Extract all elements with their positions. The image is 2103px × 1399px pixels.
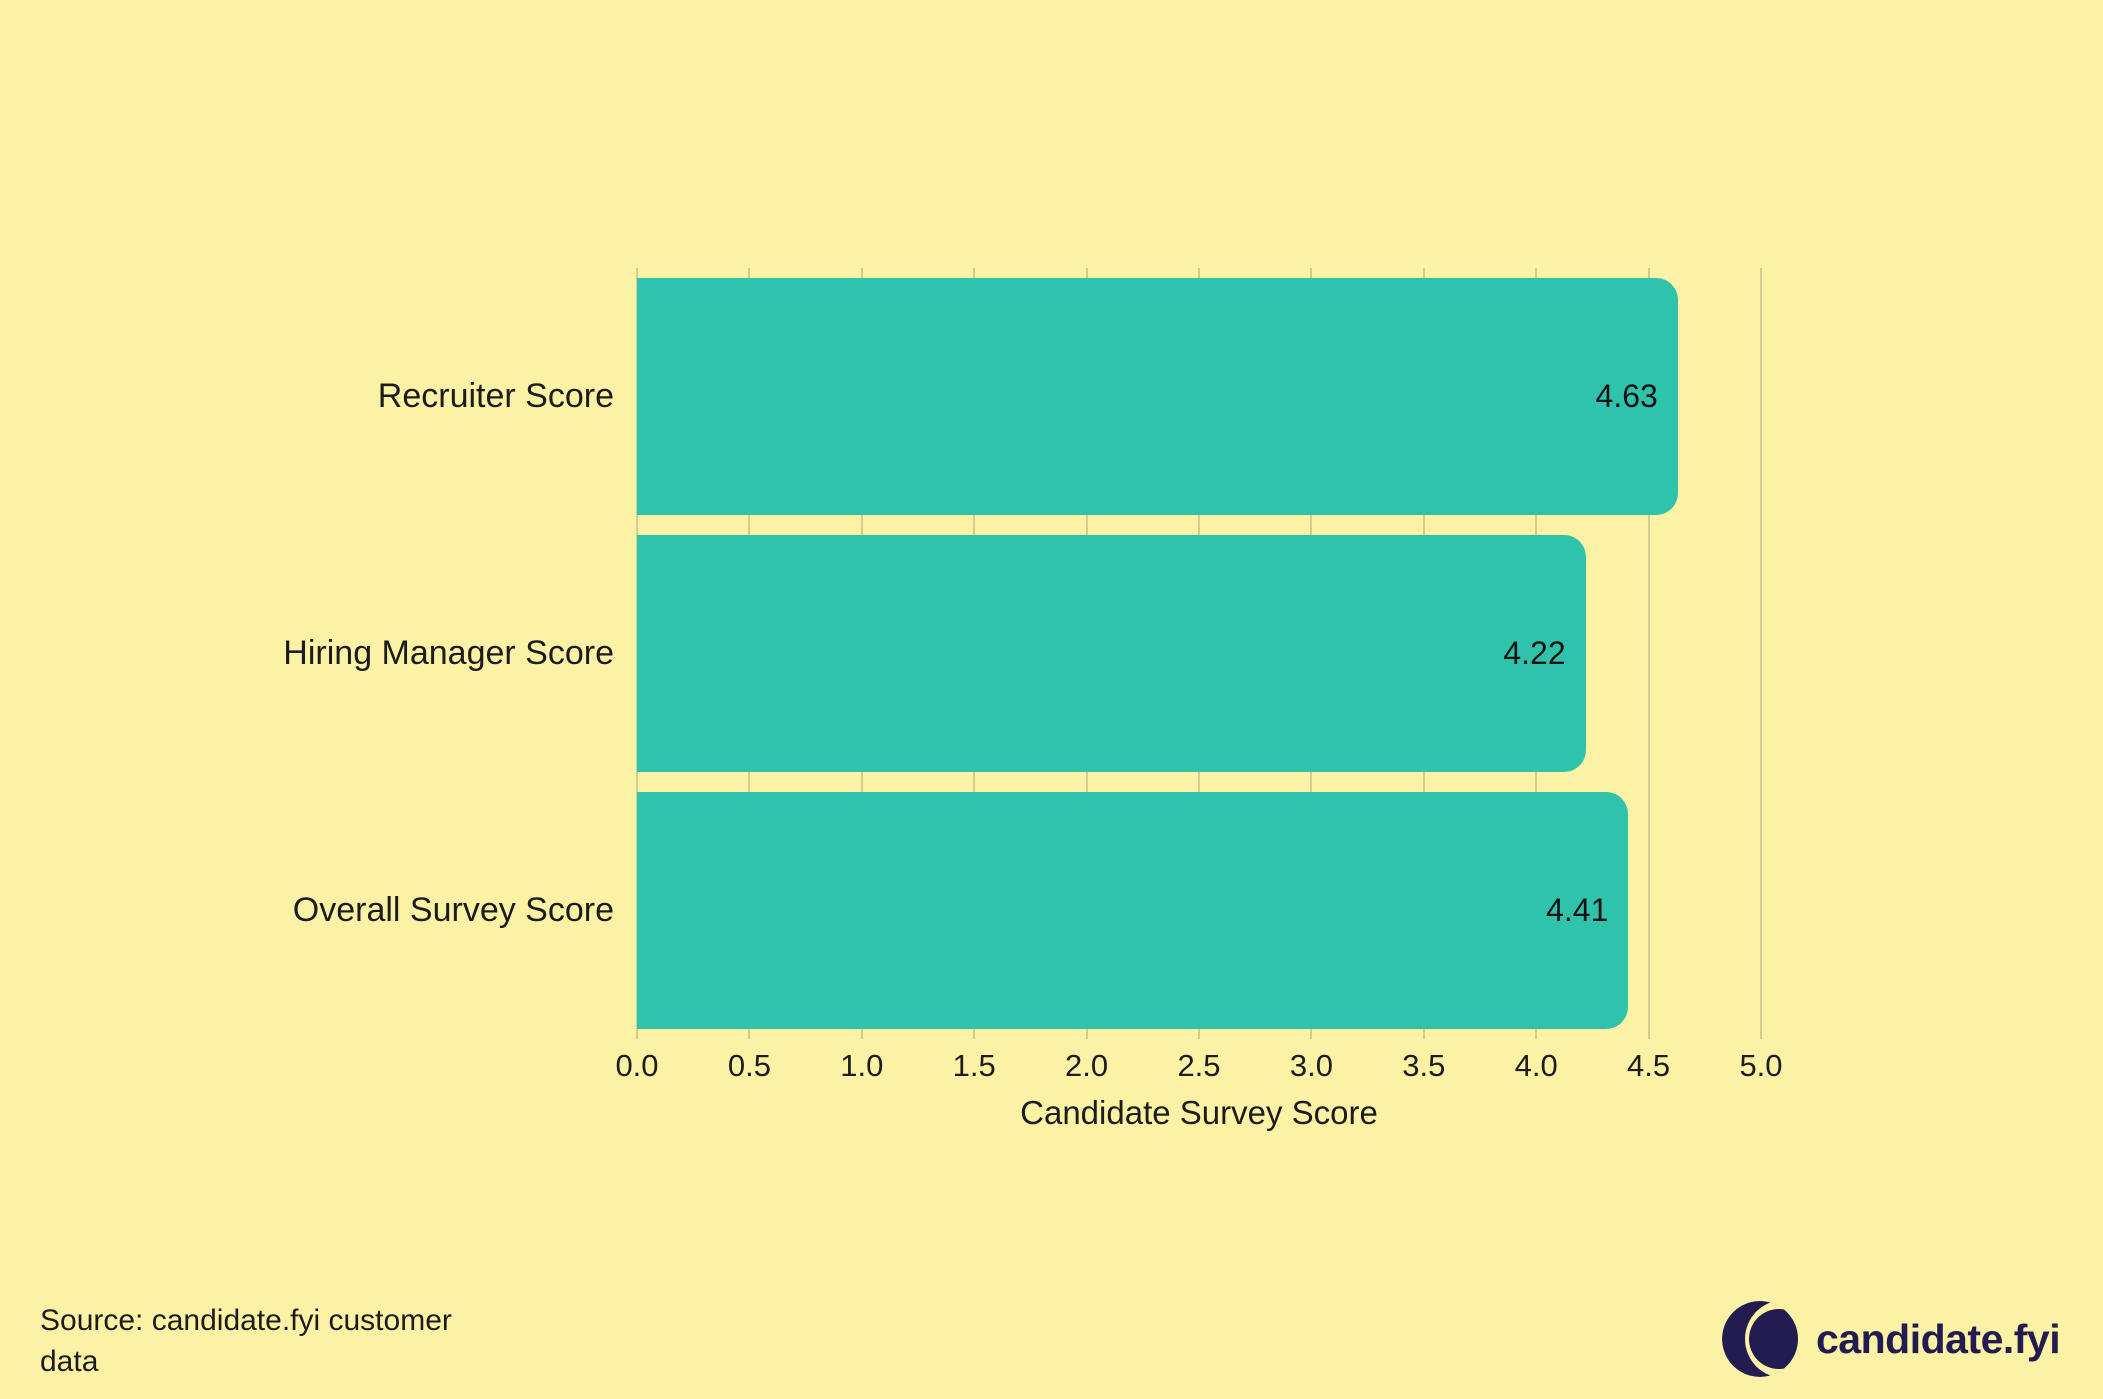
x-tick-label: 4.0	[1514, 1048, 1558, 1083]
bar-recruiter-score: 4.63	[637, 278, 1678, 515]
bar-value-label: 4.22	[1503, 635, 1566, 671]
gridline	[1760, 268, 1762, 1039]
bar-row: 4.63	[637, 268, 1761, 525]
x-tick-label: 0.0	[615, 1048, 659, 1083]
bar-row: 4.41	[637, 782, 1761, 1039]
bars: 4.63 4.22 4.41	[637, 268, 1761, 1039]
x-tick-label: 4.5	[1627, 1048, 1671, 1083]
category-label-hiring-manager-score: Hiring Manager Score	[283, 634, 614, 672]
category-labels: Recruiter Score Hiring Manager Score Overa…	[0, 268, 614, 1039]
bar-value-label: 4.63	[1595, 378, 1658, 414]
candidate-fyi-logo-icon	[1722, 1301, 1798, 1377]
x-tick-labels: 0.0 0.5 1.0 1.5 2.0 2.5 3.0 3.5 4.0 4.5 5.0	[615, 1048, 1782, 1088]
bar-hiring-manager-score: 4.22	[637, 535, 1586, 772]
x-tick-label: 5.0	[1739, 1048, 1783, 1083]
x-tick-label: 3.0	[1289, 1048, 1333, 1083]
x-tick-label: 2.0	[1065, 1048, 1109, 1083]
x-tick-label: 0.5	[727, 1048, 771, 1083]
x-tick-label: 2.5	[1177, 1048, 1221, 1083]
gridline	[1647, 268, 1650, 1039]
category-label-overall-survey-score: Overall Survey Score	[292, 891, 614, 929]
x-tick-label: 1.5	[952, 1048, 996, 1083]
bar-value-label: 4.41	[1546, 892, 1609, 928]
brand-wordmark: candidate.fyi	[1816, 1315, 2061, 1362]
bar-overall-survey-score: 4.41	[637, 792, 1629, 1029]
category-label-recruiter-score: Recruiter Score	[377, 377, 614, 415]
bar-row: 4.22	[637, 525, 1761, 782]
x-tick-label: 1.0	[840, 1048, 884, 1083]
x-axis-title: Candidate Survey Score	[1020, 1094, 1378, 1131]
x-tick-label: 3.5	[1402, 1048, 1446, 1083]
source-note: Source: candidate.fyi customer data	[40, 1304, 452, 1378]
brand-lockup: candidate.fyi	[1722, 1301, 2061, 1377]
plot-area: 4.63 4.22 4.41	[636, 268, 1762, 1039]
